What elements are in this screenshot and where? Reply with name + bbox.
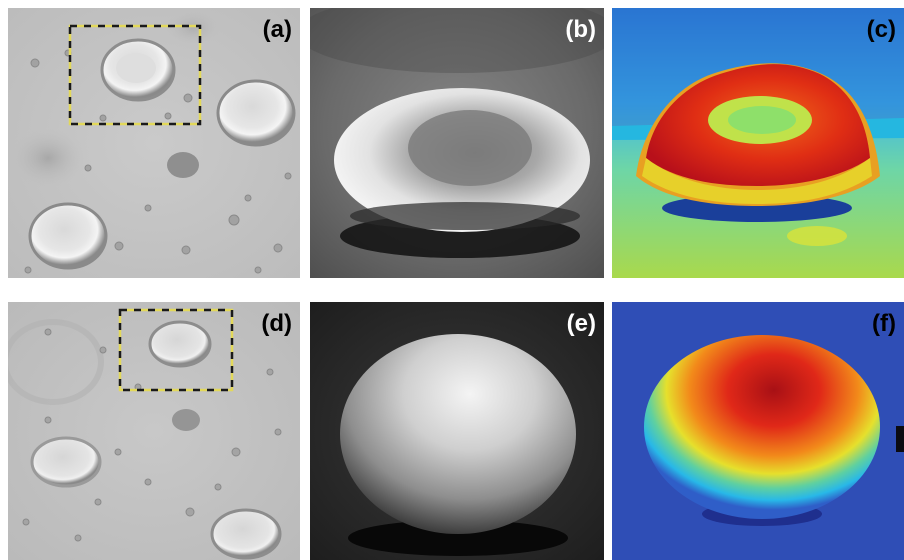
surface-plot-c [612,8,904,278]
panel-a-microscope-image: (a) [8,8,300,278]
panel-label-b: (b) [565,16,596,43]
panel-label-e: (e) [566,310,596,337]
surface-plot-f [612,302,904,560]
panel-f-height-surface: (f) [612,302,904,560]
panel-label-f: (f) [872,310,896,337]
grayscale-image-e [310,302,604,560]
selection-box [68,24,202,126]
panel-d-microscope-image: (d) [8,302,300,560]
panel-label-d: (d) [261,310,292,337]
panel-c-height-surface: (c) [612,8,904,278]
panel-e-grayscale-zoom: (e) [310,302,604,560]
microscope-image-d [8,302,300,560]
panel-label-a: (a) [262,16,292,43]
selection-box [118,308,234,392]
panel-b-grayscale-zoom: (b) [310,8,604,278]
grayscale-image-b [310,8,604,278]
microscope-image-a [8,8,300,278]
panel-label-c: (c) [866,16,896,43]
